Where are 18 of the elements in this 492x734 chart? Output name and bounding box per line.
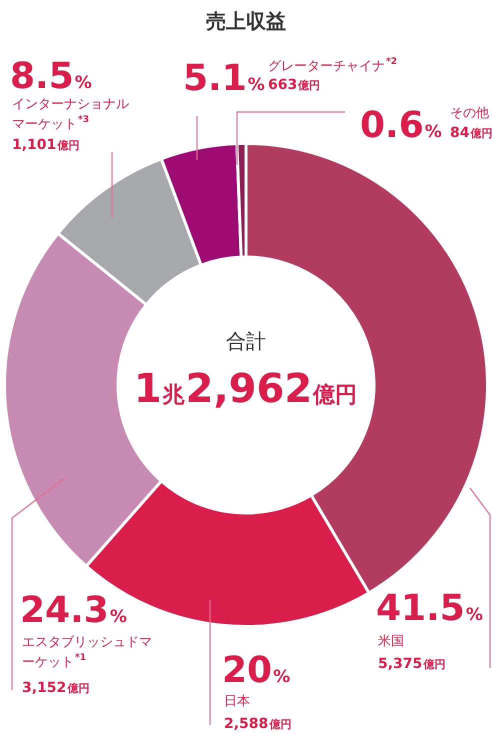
data-label: 0.6% — [360, 105, 442, 146]
slice-label: 米国 — [378, 634, 404, 649]
data-label: 41.5% — [376, 588, 483, 629]
text: 合計 — [226, 329, 266, 353]
slice-label: その他 — [450, 106, 489, 121]
slice-label: 日本 — [224, 694, 250, 709]
data-label: 8.5% — [10, 56, 92, 97]
data-label: 5.1% — [183, 58, 265, 99]
text: 5,375億円 — [378, 656, 446, 672]
text: 84億円 — [450, 125, 492, 141]
text: 1兆2,962億円 — [134, 366, 358, 412]
data-label: 24.3% — [20, 590, 127, 631]
data-label: 20% — [222, 650, 290, 691]
text: 663億円 — [268, 77, 320, 93]
text: 2,588億円 — [224, 716, 292, 732]
text: 1,101億円 — [12, 137, 80, 153]
chart-title: 売上収益 — [206, 9, 286, 33]
text: 3,152億円 — [22, 680, 90, 696]
